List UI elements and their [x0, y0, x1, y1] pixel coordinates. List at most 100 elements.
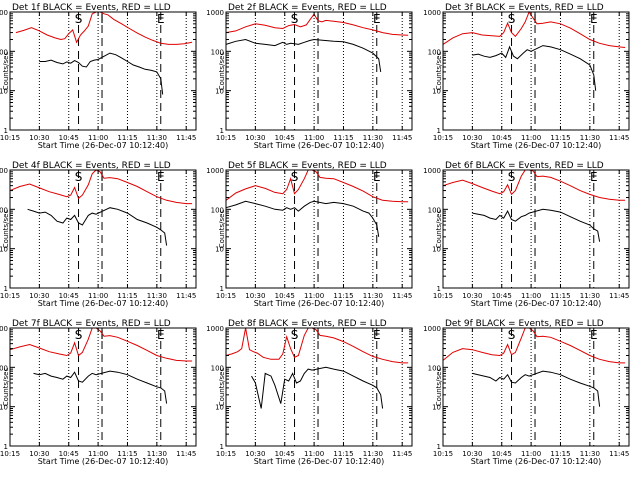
x-tick-label: 11:30: [580, 134, 600, 142]
y-tick-label: 100: [0, 364, 8, 372]
event-marker-label: I: [316, 328, 320, 342]
x-tick-label: 11:00: [88, 292, 108, 300]
x-tick-label: 11:45: [609, 450, 629, 458]
event-marker-label: E: [157, 328, 165, 342]
y-tick-label: 100: [211, 364, 224, 372]
events-series-line: [472, 45, 597, 91]
panel-title: Det 4f BLACK = Events, RED = LLD: [12, 161, 171, 171]
x-tick-label: 10:15: [0, 134, 20, 142]
event-marker-label: I: [316, 170, 320, 184]
x-tick-label: 11:45: [176, 292, 196, 300]
panel-title: Det 7f BLACK = Events, RED = LLD: [12, 319, 171, 329]
x-tick-label: 10:30: [29, 292, 49, 300]
y-tick-label: 1: [437, 285, 441, 293]
panel-title: Det 9f BLACK = Events, RED = LLD: [445, 319, 604, 329]
y-tick-label: 1000: [206, 9, 224, 17]
x-axis-title: Start Time (26-Dec-07 10:12:40): [254, 457, 385, 466]
x-tick-label: 10:30: [245, 450, 265, 458]
detector-panel: S I E 1 10 100 1000 10:15 10:30 10:45 11:00 11:15 11…: [0, 319, 197, 466]
x-axis-title: Start Time (26-Dec-07 10:12:40): [254, 299, 385, 308]
x-tick-label: 10:30: [462, 134, 482, 142]
x-tick-label: 11:15: [117, 134, 137, 142]
x-tick-label: 11:45: [176, 450, 196, 458]
x-tick-label: 11:45: [392, 134, 412, 142]
event-marker-label: S: [291, 170, 299, 184]
event-marker-label: E: [590, 170, 598, 184]
y-tick-label: 1: [437, 127, 441, 135]
y-axis-title: Counts/sec: [218, 52, 226, 91]
x-tick-label: 11:30: [580, 450, 600, 458]
y-tick-label: 100: [428, 364, 441, 372]
detector-panel: S I E 1 10 100 1000 10:15 10:30 10:45 11:00 11:15 11…: [206, 319, 413, 466]
panel-title: Det 8f BLACK = Events, RED = LLD: [228, 319, 387, 329]
event-marker-label: I: [100, 12, 104, 26]
detector-panel: S I E 1 10 100 1000 10:15 10:30 10:45 11:00 11:15 11…: [0, 161, 197, 308]
x-axis-title: Start Time (26-Dec-07 10:12:40): [471, 457, 602, 466]
x-tick-label: 10:30: [29, 134, 49, 142]
x-tick-label: 11:30: [147, 134, 167, 142]
x-tick-label: 10:45: [275, 134, 295, 142]
event-marker-label: E: [590, 12, 598, 26]
x-tick-label: 11:30: [363, 450, 383, 458]
y-tick-label: 100: [428, 48, 441, 56]
y-tick-label: 1000: [206, 325, 224, 333]
y-axis-title: Counts/sec: [218, 210, 226, 249]
x-tick-label: 10:30: [462, 292, 482, 300]
event-marker-label: S: [291, 328, 299, 342]
x-tick-label: 10:30: [29, 450, 49, 458]
y-tick-label: 100: [211, 48, 224, 56]
x-tick-label: 11:15: [333, 134, 353, 142]
x-axis-title: Start Time (26-Dec-07 10:12:40): [254, 141, 385, 150]
x-tick-label: 11:45: [392, 292, 412, 300]
x-tick-label: 11:15: [117, 450, 137, 458]
lld-series-line: [9, 327, 193, 362]
x-axis-title: Start Time (26-Dec-07 10:12:40): [471, 141, 602, 150]
plot-frame: [225, 11, 413, 131]
x-tick-label: 11:15: [333, 292, 353, 300]
lld-series-line: [442, 10, 626, 48]
x-tick-label: 10:30: [245, 292, 265, 300]
x-tick-label: 11:00: [521, 450, 541, 458]
x-tick-label: 11:45: [392, 450, 412, 458]
x-tick-label: 11:00: [88, 134, 108, 142]
x-tick-label: 11:45: [609, 292, 629, 300]
x-tick-label: 10:15: [216, 292, 236, 300]
y-tick-label: 1: [220, 127, 224, 135]
y-tick-label: 1000: [0, 167, 8, 175]
x-tick-label: 11:15: [550, 450, 570, 458]
x-tick-label: 10:15: [0, 292, 20, 300]
x-tick-label: 11:00: [521, 134, 541, 142]
y-tick-label: 10: [0, 246, 8, 254]
y-tick-label: 1000: [423, 325, 441, 333]
lld-series-line: [15, 11, 193, 45]
x-tick-label: 11:30: [580, 292, 600, 300]
event-marker-label: S: [508, 12, 516, 26]
x-tick-label: 11:00: [304, 450, 324, 458]
x-tick-label: 11:45: [176, 134, 196, 142]
event-marker-label: E: [157, 170, 165, 184]
y-tick-label: 10: [432, 404, 441, 412]
y-axis-title: Counts/sec: [2, 368, 10, 407]
x-tick-label: 10:45: [59, 450, 79, 458]
x-tick-label: 10:45: [59, 134, 79, 142]
event-marker-label: E: [373, 12, 381, 26]
y-axis-title: Counts/sec: [435, 368, 443, 407]
x-tick-label: 10:30: [462, 450, 482, 458]
x-axis-title: Start Time (26-Dec-07 10:12:40): [38, 457, 169, 466]
events-series-line: [27, 207, 168, 246]
plot-frame: [9, 169, 197, 289]
plot-frame: [442, 11, 630, 131]
plot-frame: [442, 327, 630, 447]
y-tick-label: 100: [211, 206, 224, 214]
x-tick-label: 11:15: [550, 292, 570, 300]
plot-frame: [9, 327, 197, 447]
x-tick-label: 10:15: [433, 292, 453, 300]
detector-panel: S I E 1 10 100 1000 10:15 10:30 10:45 11:00 11:15 11…: [423, 3, 630, 150]
events-series-line: [472, 208, 601, 242]
events-series-line: [251, 366, 384, 409]
x-tick-label: 10:15: [216, 134, 236, 142]
event-marker-label: S: [508, 328, 516, 342]
panel-title: Det 1f BLACK = Events, RED = LLD: [12, 3, 171, 13]
x-tick-label: 10:15: [216, 450, 236, 458]
